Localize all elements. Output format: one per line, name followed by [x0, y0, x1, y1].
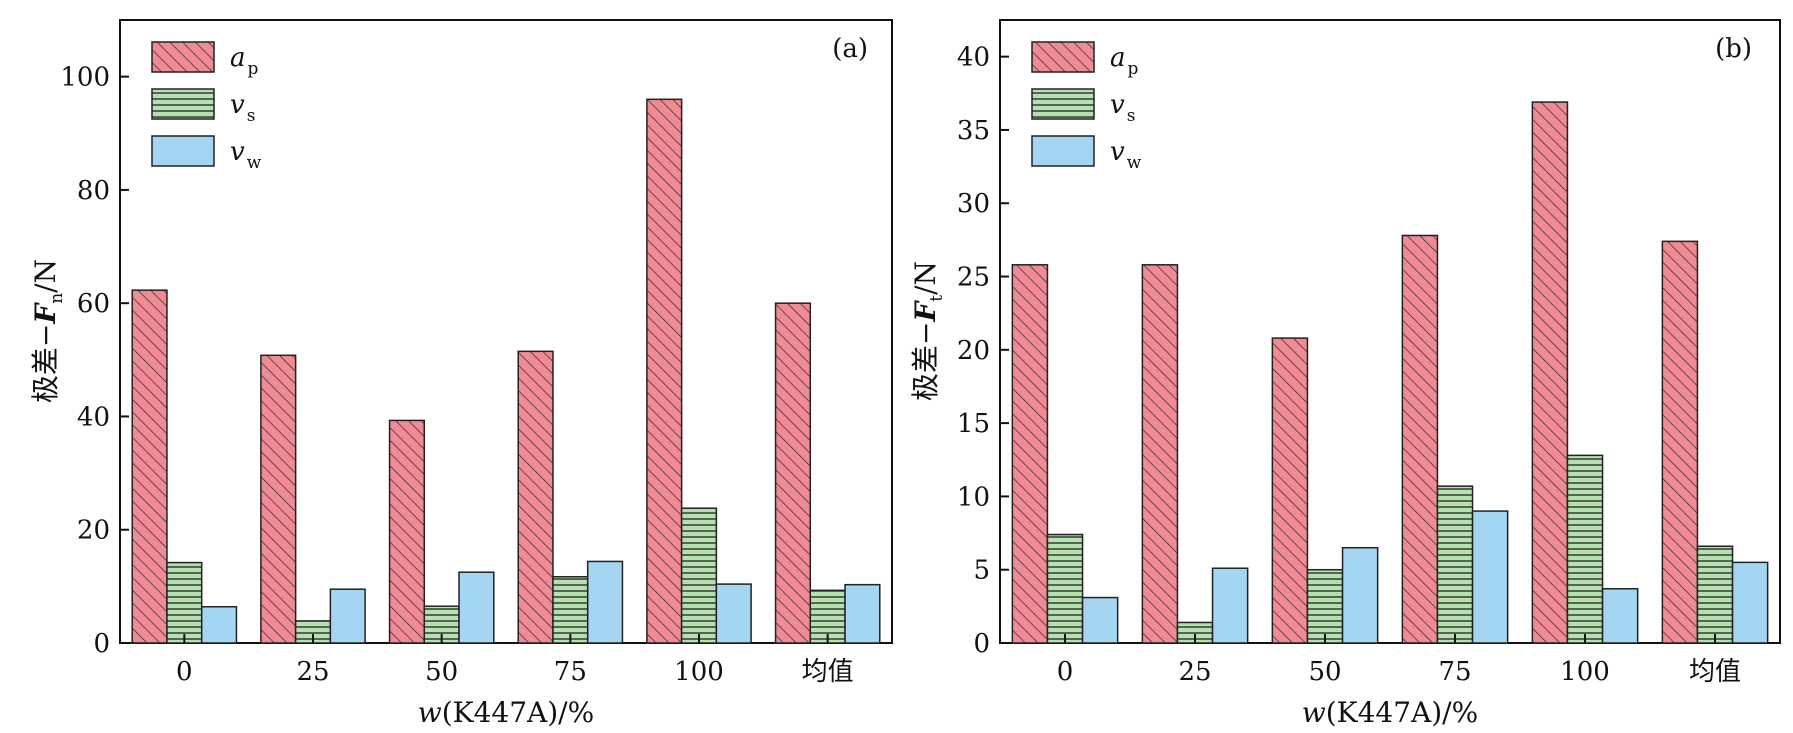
y-axis-label: 极差−Ft/N	[909, 261, 947, 401]
y-tick-label: 0	[973, 629, 990, 659]
x-axis-ticks: 0 25 50 75 100 均值	[1057, 634, 1741, 687]
bar-vs-4	[680, 507, 718, 644]
bar-vs-3	[552, 575, 589, 644]
x-tick-label: 100	[674, 657, 724, 687]
bar-ap-4	[646, 98, 683, 644]
bar-ap-1	[1141, 264, 1179, 644]
bars-group	[1011, 101, 1769, 644]
x-tick-label: 0	[176, 657, 193, 687]
bar-vw-2	[1341, 546, 1379, 644]
x-axis-ticks: 0 25 50 75 100 均值	[176, 634, 854, 687]
y-tick-label: 20	[77, 516, 110, 546]
bar-ap-3	[1401, 234, 1439, 644]
plot-frame	[999, 19, 1781, 644]
y-tick-label: 30	[957, 189, 990, 219]
y-tick-label: 15	[957, 409, 990, 439]
bar-vw-0	[200, 606, 238, 644]
bar-vw-3	[586, 560, 624, 644]
bar-vs-2	[1306, 568, 1344, 644]
y-axis-label: 极差−Fn/N	[29, 259, 67, 403]
x-tick-label: 50	[425, 657, 458, 687]
bar-ap-0	[1011, 264, 1049, 644]
legend-swatch-vw	[151, 135, 215, 167]
bar-ap-5	[1661, 240, 1699, 644]
bar-ap-3	[517, 350, 554, 644]
bar-vw-3	[1471, 510, 1509, 644]
plot-frame	[119, 19, 893, 644]
legend-swatch-ap	[151, 41, 215, 73]
y-tick-label: 0	[93, 629, 110, 659]
bar-ap-0	[131, 289, 168, 644]
bar-vw-1	[329, 588, 366, 644]
bar-vw-1	[1211, 567, 1249, 644]
x-tick-label: 75	[1438, 657, 1471, 687]
bar-vw-5	[1731, 561, 1769, 644]
x-tick-label: 75	[554, 657, 587, 687]
bar-ap-4	[1531, 101, 1569, 644]
bar-vs-4	[1566, 454, 1604, 644]
panel-label: (b)	[1715, 34, 1752, 64]
y-tick-label: 40	[957, 43, 990, 73]
y-tick-label: 100	[60, 63, 110, 93]
x-tick-label: 25	[1178, 657, 1211, 687]
bar-vw-4	[1601, 588, 1639, 644]
y-axis-ticks: 0 5 10 15 20 25 30 35 40	[957, 43, 1009, 659]
bar-vs-5	[1696, 545, 1734, 644]
y-axis-ticks: 0 20 40 60 80 100	[60, 63, 129, 659]
bar-vw-4	[715, 583, 752, 644]
x-tick-label: 均值	[1689, 657, 1741, 687]
bar-vw-2	[458, 571, 495, 644]
panel-label: (a)	[832, 34, 868, 64]
x-axis-label: w(K447A)/%	[418, 696, 594, 729]
bar-ap-2	[388, 419, 426, 644]
x-tick-label: 100	[1560, 657, 1610, 687]
x-tick-label: 0	[1057, 657, 1074, 687]
bar-ap-5	[774, 302, 812, 644]
legend-swatch-vs	[151, 88, 215, 120]
y-tick-label: 10	[957, 482, 990, 512]
chart-panel-b: 0 5 10 15 20 25 30 35 40 0 25 50 75 100 均值 a p v s v w (b)…	[909, 19, 1781, 729]
legend: a p v s v w	[151, 41, 262, 173]
legend-swatch-ap	[1031, 41, 1095, 73]
x-tick-label: 50	[1308, 657, 1341, 687]
y-tick-label: 25	[957, 263, 990, 293]
bar-vs-0	[1046, 533, 1084, 644]
y-tick-label: 20	[957, 336, 990, 366]
y-tick-label: 40	[77, 402, 110, 432]
bar-vw-0	[1081, 596, 1119, 644]
legend-swatch-vs	[1031, 88, 1095, 120]
y-tick-label: 5	[973, 556, 990, 586]
bar-vs-3	[1436, 485, 1474, 644]
y-tick-label: 35	[957, 116, 990, 146]
chart-panel-a: 0 20 40 60 80 100 0 25 50 75 100 均值 a p v s v w (a) w(K…	[29, 19, 893, 729]
y-tick-label: 60	[77, 289, 110, 319]
bar-vs-0	[166, 561, 203, 644]
legend: a p v s v w	[1031, 41, 1142, 173]
bar-vw-5	[844, 583, 881, 644]
legend-swatch-vw	[1031, 135, 1095, 167]
x-tick-label: 25	[296, 657, 329, 687]
bars-group	[131, 98, 881, 644]
bar-ap-2	[1271, 337, 1309, 644]
bar-ap-1	[260, 354, 297, 644]
x-tick-label: 均值	[802, 657, 854, 687]
y-tick-label: 80	[77, 176, 110, 206]
x-axis-label: w(K447A)/%	[1302, 696, 1478, 729]
